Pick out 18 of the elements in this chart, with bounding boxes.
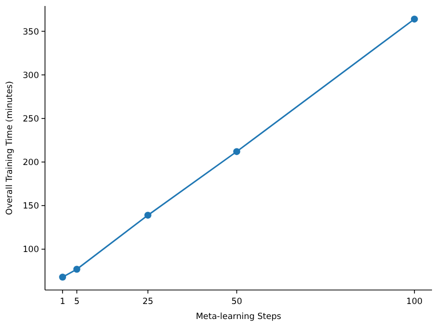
point bbox=[410, 16, 418, 23]
x-axis-title: Meta-learning Steps bbox=[196, 312, 282, 322]
y-tick-label: 350 bbox=[22, 27, 39, 38]
y-axis-title: Overall Training Time (minutes) bbox=[5, 81, 15, 215]
x-tick-label: 5 bbox=[74, 297, 80, 307]
y-tick-label: 300 bbox=[22, 70, 39, 81]
point bbox=[59, 274, 66, 281]
y-tick-label: 150 bbox=[22, 202, 39, 212]
x-tick-label: 50 bbox=[231, 297, 242, 307]
y-tick-label: 250 bbox=[22, 114, 39, 124]
y-tick-label: 100 bbox=[22, 245, 39, 256]
x-tick-label: 25 bbox=[142, 297, 154, 307]
y-tick-label: 200 bbox=[22, 158, 39, 168]
point bbox=[233, 148, 240, 156]
point bbox=[73, 266, 80, 273]
point bbox=[144, 212, 152, 219]
x-tick-label: 1 bbox=[60, 297, 66, 307]
x-tick-label: 100 bbox=[406, 297, 423, 307]
